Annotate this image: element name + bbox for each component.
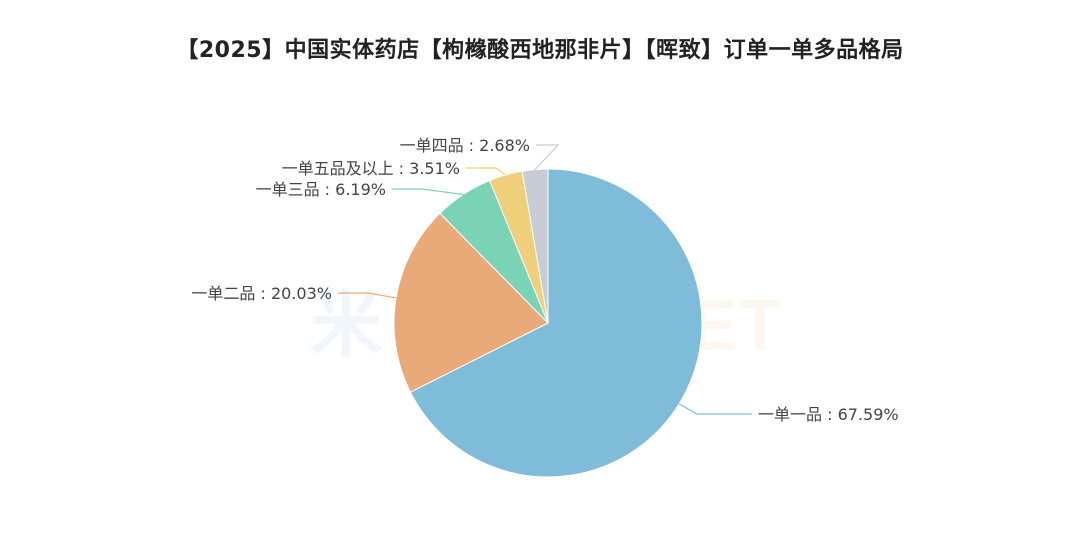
- pie-slice-5: [521, 168, 549, 324]
- leader-line-2: [338, 292, 397, 299]
- pie-slice-2: [393, 212, 549, 393]
- leader-line-4: [466, 167, 506, 176]
- svg-text:ET: ET: [690, 286, 782, 366]
- slice-label-2: 一单二品 : 20.03%: [191, 284, 332, 303]
- chart-title: 【2025】中国实体药店【枸橼酸西地那非片】【晖致】订单一单多品格局: [176, 38, 904, 63]
- slice-label-3: 一单三品 : 6.19%: [256, 180, 386, 199]
- leader-line-5: [534, 144, 560, 170]
- svg-text:米: 米: [310, 286, 382, 366]
- slice-label-5: 一单四品 : 2.68%: [400, 136, 530, 155]
- watermark: 米 ET: [310, 286, 782, 366]
- slice-label-1: 一单一品 : 67.59%: [758, 405, 899, 424]
- slice-label-4: 一单五品及以上 : 3.51%: [282, 159, 460, 178]
- leader-line-1: [678, 403, 752, 415]
- leader-line-3: [392, 188, 464, 196]
